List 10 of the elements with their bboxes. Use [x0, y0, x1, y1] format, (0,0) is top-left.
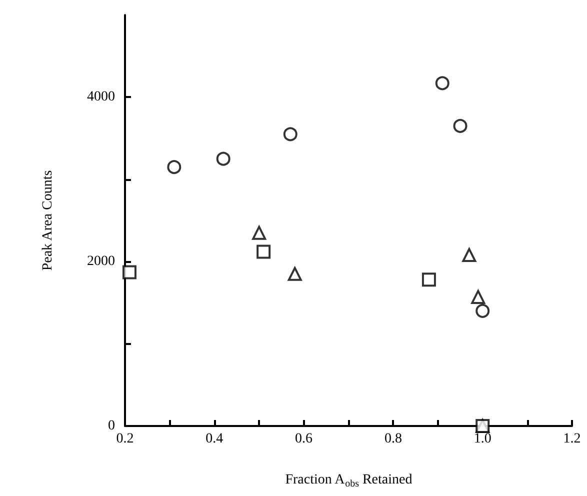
y-tick-label: 0 [108, 418, 115, 434]
x-tick-label: 0.4 [206, 432, 224, 446]
x-tick-label: 0.8 [384, 432, 402, 446]
x-tick-label: 0.6 [295, 432, 313, 446]
x-tick-label: 1.2 [563, 432, 581, 446]
x-tick-label: 0.2 [116, 432, 134, 446]
y-axis-title: Peak Area Counts [40, 170, 56, 271]
x-tick-label: 1.0 [474, 432, 492, 446]
y-tick-label: 2000 [87, 254, 115, 270]
y-tick-label: 4000 [87, 90, 115, 105]
